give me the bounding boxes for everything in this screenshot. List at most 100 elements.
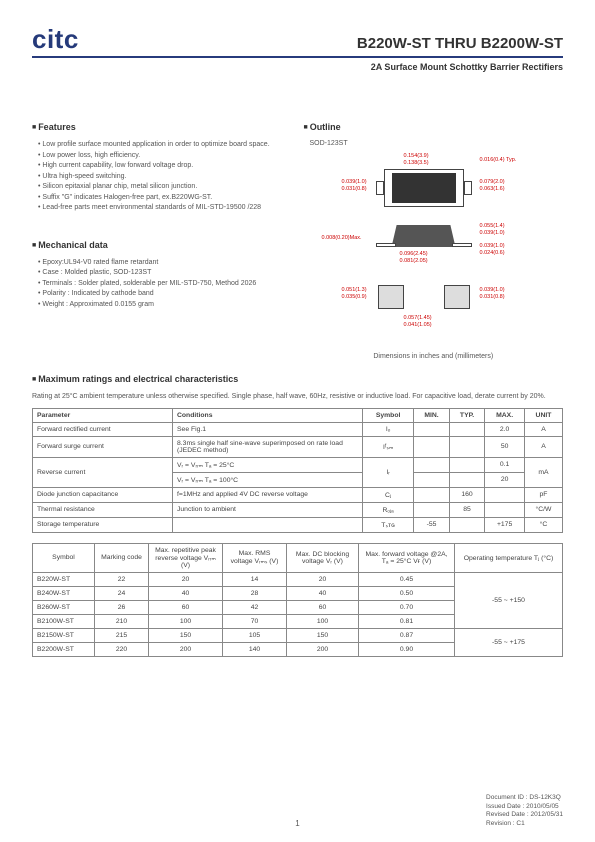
th-conditions: Conditions bbox=[173, 408, 363, 422]
cell: 150 bbox=[149, 628, 223, 642]
features-list: Low profile surface mounted application … bbox=[32, 140, 290, 214]
cell: Thermal resistance bbox=[33, 502, 173, 517]
dim-label: 0.039(1.0) bbox=[480, 230, 505, 236]
feature-item: Ultra high-speed switching. bbox=[38, 172, 290, 183]
cell: 100 bbox=[149, 614, 223, 628]
pkg-side-lead-l bbox=[376, 243, 396, 247]
table-header-row: Symbol Marking code Max. repetitive peak… bbox=[33, 543, 563, 572]
th-min: MIN. bbox=[414, 408, 450, 422]
cell: B2150W-ST bbox=[33, 628, 95, 642]
cell: 24 bbox=[95, 586, 149, 600]
cell: 22 bbox=[95, 572, 149, 586]
cell: mA bbox=[524, 457, 562, 487]
revised-date: Revised Date : 2012/05/31 bbox=[486, 811, 563, 819]
mechanical-item: Epoxy:UL94-V0 rated flame retardant bbox=[38, 258, 290, 269]
cell: 60 bbox=[149, 600, 223, 614]
cell: Rₒⱼₐ bbox=[363, 502, 414, 517]
feature-item: Suffix "G" indicates Halogen-free part, … bbox=[38, 193, 290, 204]
dim-label: 0.057(1.45) bbox=[404, 315, 432, 321]
pkg-side-body bbox=[392, 225, 456, 247]
cell: 42 bbox=[223, 600, 287, 614]
cell: 50 bbox=[485, 436, 525, 457]
cell: 20 bbox=[287, 572, 359, 586]
cell: B2100W-ST bbox=[33, 614, 95, 628]
cell: +175 bbox=[485, 517, 525, 532]
dim-label: 0.138(3.5) bbox=[404, 160, 429, 166]
cell: Vᵣ = Vᵣᵣₘ Tₐ = 25°C bbox=[173, 457, 363, 472]
th-parameter: Parameter bbox=[33, 408, 173, 422]
pkg-side-lead-r bbox=[452, 243, 472, 247]
cell bbox=[414, 422, 450, 436]
header-block: B220W-ST THRU B2200W-ST 2A Surface Mount… bbox=[32, 35, 563, 72]
cell: 160 bbox=[449, 487, 484, 502]
mechanical-item: Weight : Approximated 0.0155 gram bbox=[38, 300, 290, 311]
cell: Junction to ambient bbox=[173, 502, 363, 517]
cell: 0.87 bbox=[359, 628, 455, 642]
outline-diagram: 0.154(3.9) 0.138(3.5) 0.016(0.4) Typ. 0.… bbox=[304, 151, 554, 351]
left-column: Features Low profile surface mounted app… bbox=[32, 112, 290, 360]
th-typ: TYP. bbox=[449, 408, 484, 422]
page-title: B220W-ST THRU B2200W-ST bbox=[32, 35, 563, 52]
cell: 40 bbox=[287, 586, 359, 600]
cell: -55 ~ +150 bbox=[455, 572, 563, 628]
cell: 28 bbox=[223, 586, 287, 600]
table-row: Forward surge current 8.3ms single half … bbox=[33, 436, 563, 457]
cell: 60 bbox=[287, 600, 359, 614]
cell: 220 bbox=[95, 642, 149, 656]
cell: 2.0 bbox=[485, 422, 525, 436]
cell: f=1MHz and applied 4V DC reverse voltage bbox=[173, 487, 363, 502]
cell bbox=[414, 472, 450, 487]
right-column: Outline SOD-123ST 0.154(3.9) 0.138(3.5) … bbox=[304, 112, 564, 360]
cell: 150 bbox=[287, 628, 359, 642]
cell: 0.50 bbox=[359, 586, 455, 600]
doc-id: Document ID : DS-12K3Q bbox=[486, 794, 563, 802]
ratings-note: Rating at 25°C ambient temperature unles… bbox=[32, 392, 563, 402]
cell: 20 bbox=[149, 572, 223, 586]
cell: °C bbox=[524, 517, 562, 532]
dim-label: 0.079(2.0) bbox=[480, 179, 505, 185]
document-info: Document ID : DS-12K3Q Issued Date : 201… bbox=[486, 794, 563, 828]
cell bbox=[414, 436, 450, 457]
dim-label: 0.039(1.0) bbox=[342, 179, 367, 185]
cell bbox=[449, 436, 484, 457]
dim-label: 0.039(1.0) bbox=[480, 243, 505, 249]
page-number: 1 bbox=[32, 819, 563, 828]
cell bbox=[414, 457, 450, 472]
cell: 215 bbox=[95, 628, 149, 642]
dim-label: 0.081(2.05) bbox=[400, 258, 428, 264]
cell: A bbox=[524, 422, 562, 436]
title-rule bbox=[32, 56, 563, 58]
cell: B240W-ST bbox=[33, 586, 95, 600]
th-max: MAX. bbox=[485, 408, 525, 422]
cell bbox=[414, 502, 450, 517]
cell bbox=[414, 487, 450, 502]
mechanical-item: Case : Molded plastic, SOD-123ST bbox=[38, 268, 290, 279]
cell: 85 bbox=[449, 502, 484, 517]
mechanical-list: Epoxy:UL94-V0 rated flame retardant Case… bbox=[32, 258, 290, 311]
feature-item: Low profile surface mounted application … bbox=[38, 140, 290, 151]
cell: Iₒ bbox=[363, 422, 414, 436]
table-row: Forward rectified current See Fig.1 Iₒ 2… bbox=[33, 422, 563, 436]
th-vf: Max. forward voltage @2A, Tₐ = 25°C Vғ (… bbox=[359, 543, 455, 572]
cell: °C/W bbox=[524, 502, 562, 517]
th-vr: Max. DC blocking voltage Vᵣ (V) bbox=[287, 543, 359, 572]
dim-label: 0.051(1.3) bbox=[342, 287, 367, 293]
th-symbol: Symbol bbox=[33, 543, 95, 572]
cell bbox=[173, 517, 363, 532]
cell: 105 bbox=[223, 628, 287, 642]
cell: 0.90 bbox=[359, 642, 455, 656]
cell bbox=[449, 457, 484, 472]
cell: Iᵣ bbox=[363, 457, 414, 487]
ratings-table: Parameter Conditions Symbol MIN. TYP. MA… bbox=[32, 408, 563, 533]
table-header-row: Parameter Conditions Symbol MIN. TYP. MA… bbox=[33, 408, 563, 422]
cell: 0.70 bbox=[359, 600, 455, 614]
pad-right bbox=[444, 285, 470, 309]
features-heading: Features bbox=[32, 122, 290, 132]
dim-label: 0.039(1.0) bbox=[480, 287, 505, 293]
cell: Forward rectified current bbox=[33, 422, 173, 436]
cell: pF bbox=[524, 487, 562, 502]
cell: Reverse current bbox=[33, 457, 173, 487]
cell: -55 bbox=[414, 517, 450, 532]
cell: Forward surge current bbox=[33, 436, 173, 457]
th-unit: UNIT bbox=[524, 408, 562, 422]
